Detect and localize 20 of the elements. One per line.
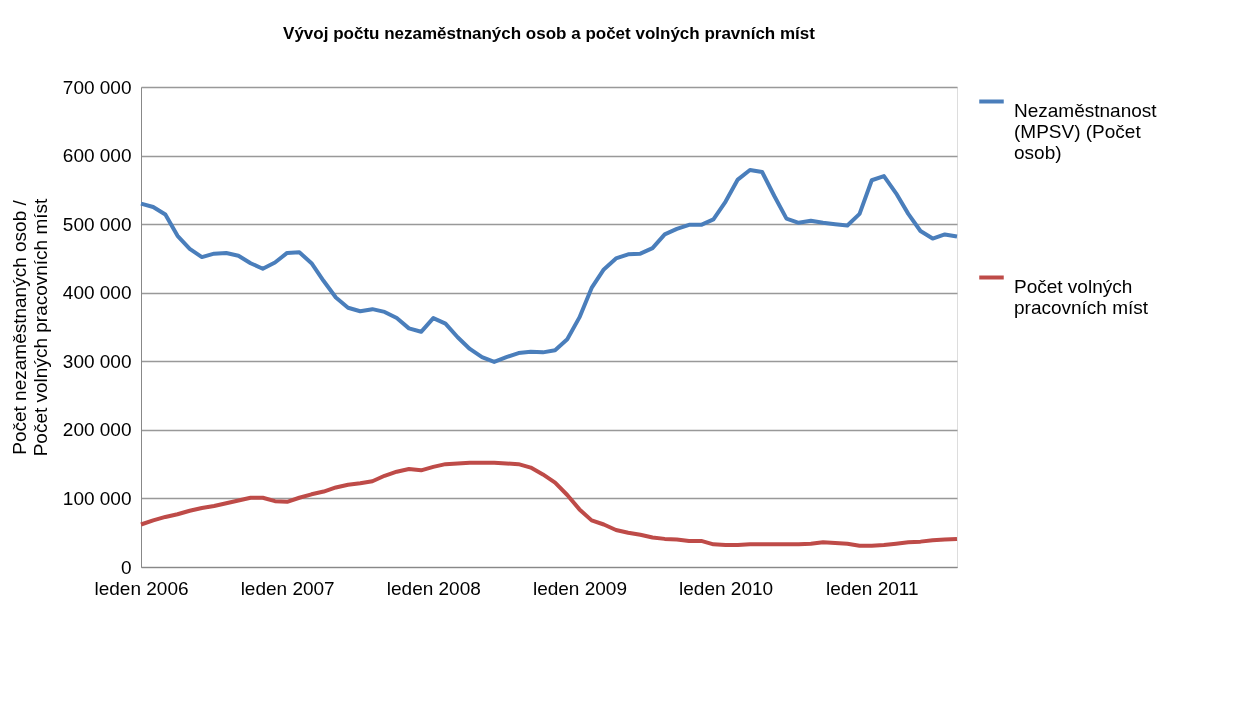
y-tick-label: 700 000 — [62, 76, 132, 98]
y-tick-label: 100 000 — [62, 487, 132, 509]
legend-label: Počet volných pracovních míst — [1014, 275, 1149, 318]
y-tick-label: 200 000 — [62, 419, 132, 441]
legend-label: Nezaměstnanost (MPSV) (Počet osob) — [1014, 99, 1158, 163]
y-tick-label: 500 000 — [62, 213, 132, 235]
x-tick-label: leden 2008 — [386, 577, 481, 599]
x-tick-label: leden 2009 — [532, 577, 627, 599]
y-tick-label: 0 — [120, 556, 132, 578]
y-tick-label: 400 000 — [62, 282, 132, 304]
y-tick-label: 300 000 — [62, 350, 132, 372]
x-tick-label: leden 2011 — [825, 577, 919, 599]
x-tick-label: leden 2006 — [94, 577, 189, 599]
y-axis-title: Počet nezaměstnaných osob / Počet volných pracovních míst — [8, 197, 51, 457]
line-series — [139, 167, 959, 364]
y-tick-label: 600 000 — [62, 145, 132, 167]
x-tick-label: leden 2010 — [679, 577, 774, 599]
chart-title: Vývoj počtu nezaměstnaných osob a počet volných pravních míst — [283, 24, 816, 43]
x-tick-label: leden 2007 — [240, 577, 335, 599]
line-series — [139, 460, 959, 548]
